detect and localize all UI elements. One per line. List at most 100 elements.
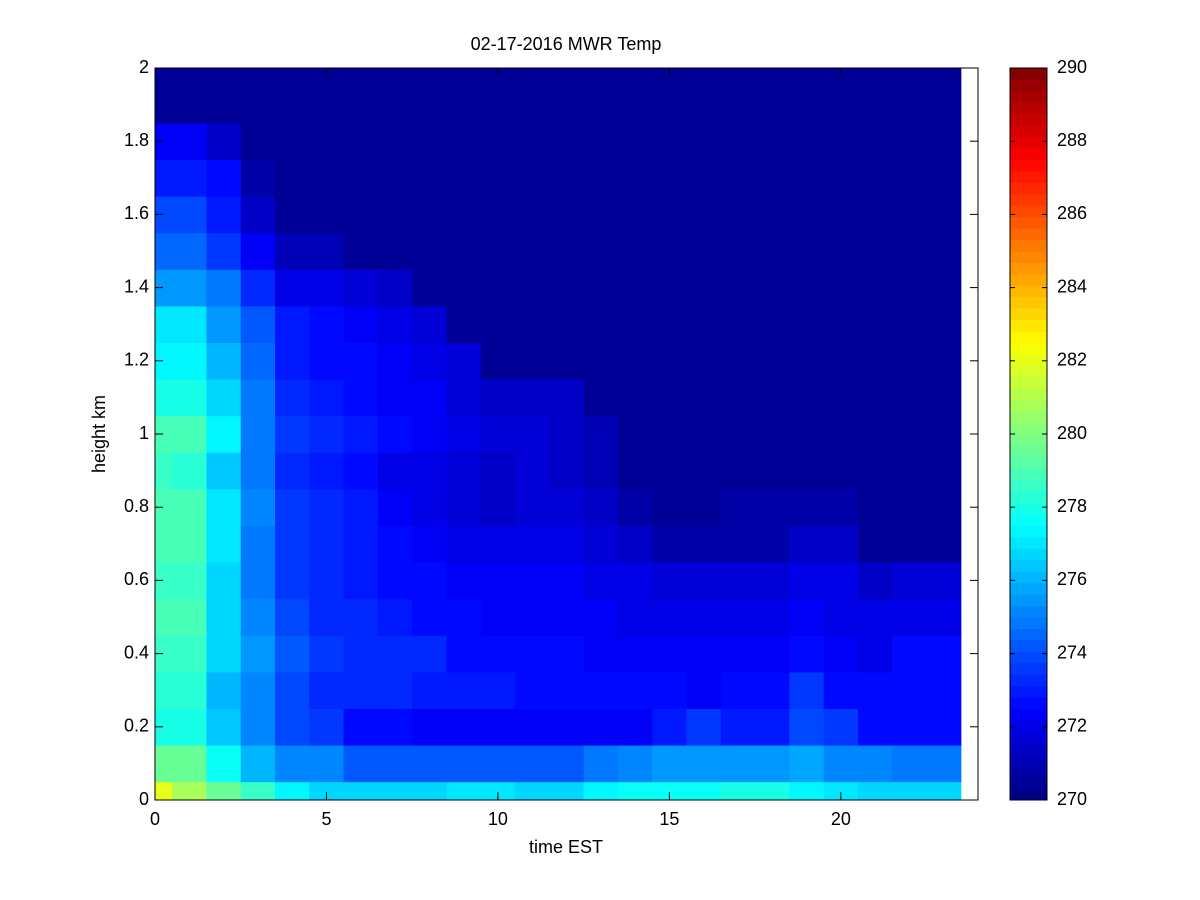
heat-cell <box>309 562 345 600</box>
heat-cell <box>172 452 207 490</box>
heat-cell <box>480 598 516 636</box>
heat-cell <box>172 635 207 673</box>
heat-cell <box>892 488 928 526</box>
heat-cell <box>720 745 756 783</box>
heat-cell <box>926 415 962 453</box>
heat-cell <box>652 671 688 709</box>
heat-cell <box>309 708 345 746</box>
colorbar-swatch <box>1010 251 1047 263</box>
heat-cell <box>155 122 173 160</box>
heat-cell <box>720 232 756 270</box>
colorbar-swatch <box>1010 685 1047 698</box>
heat-cell <box>172 745 207 783</box>
heat-cell <box>617 452 653 490</box>
heat-cell <box>309 379 345 417</box>
heat-cell <box>377 671 413 709</box>
heat-cell <box>155 342 173 380</box>
heat-cell <box>686 342 722 380</box>
heat-cell <box>275 671 310 709</box>
heat-cell <box>823 342 859 380</box>
heat-cell <box>480 342 516 380</box>
heat-cell <box>206 708 242 746</box>
heat-cell <box>240 122 276 160</box>
heat-cell <box>686 415 722 453</box>
heat-cell <box>549 196 585 234</box>
heat-cell <box>377 562 413 600</box>
heat-cell <box>446 671 482 709</box>
heat-cell <box>652 488 688 526</box>
heat-cell <box>789 305 825 343</box>
heat-cell <box>755 305 790 343</box>
heat-cell <box>617 232 653 270</box>
heat-cell <box>446 562 482 600</box>
heat-cell <box>686 781 722 801</box>
heat-cell <box>652 525 688 563</box>
heat-cell <box>309 635 345 673</box>
heat-cell <box>275 415 310 453</box>
x-tick-label: 15 <box>659 809 679 829</box>
heat-cell <box>309 196 345 234</box>
heat-cell <box>377 269 413 307</box>
heat-cell <box>686 379 722 417</box>
heat-cell <box>549 68 585 124</box>
colorbar-tick-label: 284 <box>1057 276 1087 296</box>
colorbar-swatch <box>1010 285 1047 298</box>
heat-cell <box>275 708 310 746</box>
heat-cell <box>377 708 413 746</box>
heat-cell <box>549 269 585 307</box>
heat-cell <box>446 635 482 673</box>
heat-cell <box>480 305 516 343</box>
heat-cell <box>549 598 585 636</box>
heat-cell <box>755 379 790 417</box>
x-tick-label: 20 <box>831 809 851 829</box>
heat-cell <box>823 525 859 563</box>
heat-cell <box>480 122 516 160</box>
heat-cell <box>275 525 310 563</box>
heat-cell <box>377 452 413 490</box>
heat-cell <box>892 415 928 453</box>
colorbar-swatch <box>1010 708 1047 721</box>
heat-cell <box>652 122 688 160</box>
colorbar-swatch <box>1010 502 1047 515</box>
heat-cell <box>275 379 310 417</box>
colorbar-swatch <box>1010 331 1047 343</box>
heat-cell <box>377 488 413 526</box>
colorbar-swatch <box>1010 514 1047 526</box>
heat-cell <box>206 635 242 673</box>
heat-cell <box>720 671 756 709</box>
heat-cell <box>720 415 756 453</box>
heat-cell <box>617 196 653 234</box>
heat-cell <box>480 415 516 453</box>
heat-cell <box>892 342 928 380</box>
colorbar-swatch <box>1010 319 1047 332</box>
heat-cell <box>892 305 928 343</box>
heat-cell <box>720 196 756 234</box>
heat-cell <box>823 781 859 801</box>
heat-cell <box>652 708 688 746</box>
y-tick-label: 1.4 <box>124 276 149 296</box>
heat-cell <box>275 781 310 801</box>
heat-cell <box>823 452 859 490</box>
colorbar-tick-label: 274 <box>1057 642 1087 662</box>
heat-cell <box>377 196 413 234</box>
heat-cell <box>652 562 688 600</box>
heat-cell <box>617 269 653 307</box>
colorbar-swatch <box>1010 468 1047 481</box>
heat-cell <box>412 196 447 234</box>
heat-cell <box>549 305 585 343</box>
colorbar-swatch <box>1010 754 1047 767</box>
heat-cell <box>155 379 173 417</box>
heat-cell <box>720 159 756 197</box>
heat-cell <box>617 635 653 673</box>
heat-cell <box>926 159 962 197</box>
heat-cell <box>155 671 173 709</box>
heat-cell <box>823 379 859 417</box>
heat-cell <box>515 525 550 563</box>
colorbar-swatch <box>1010 102 1047 115</box>
heat-cell <box>172 562 207 600</box>
heat-cell <box>857 269 893 307</box>
heat-cell <box>412 305 447 343</box>
heat-cell <box>480 452 516 490</box>
heat-cell <box>892 232 928 270</box>
heat-cell <box>446 68 482 124</box>
